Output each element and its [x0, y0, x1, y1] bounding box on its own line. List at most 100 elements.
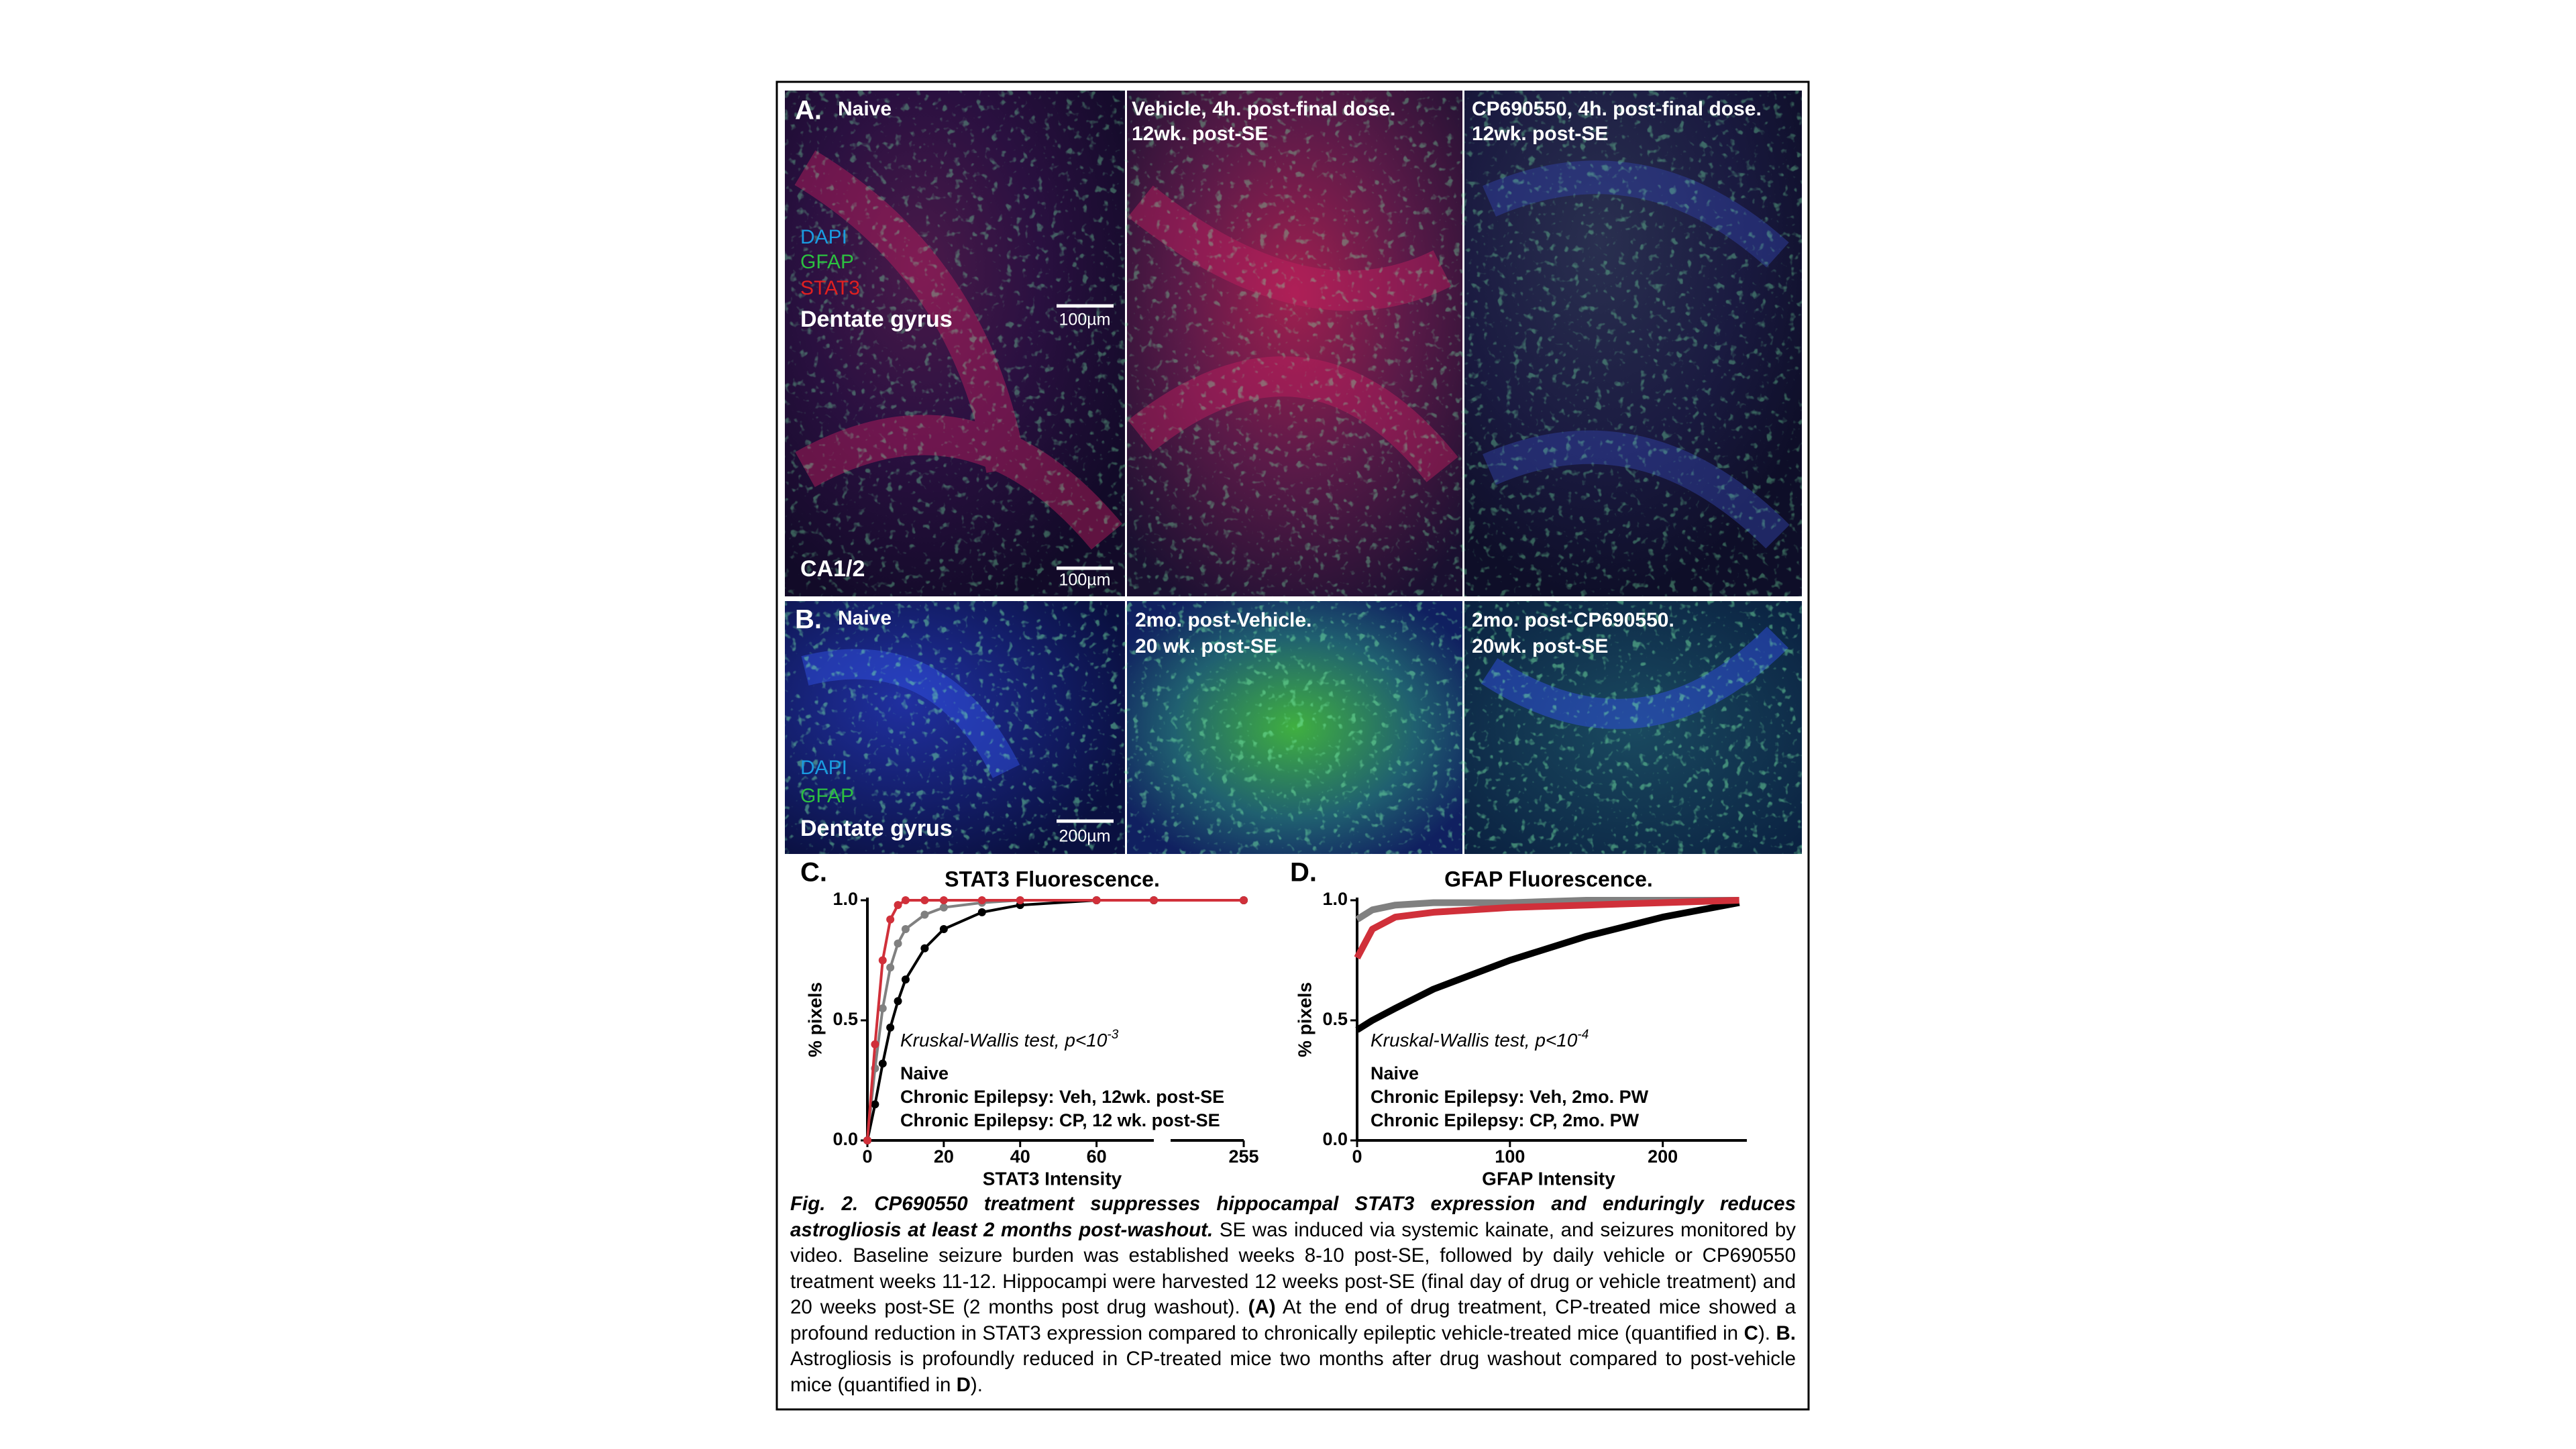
data-point [878, 956, 887, 965]
scale-bar-label: 100µm [1059, 311, 1111, 329]
region-label: Dentate gyrus [800, 816, 953, 841]
y-tick-label: 1.0 [1322, 889, 1348, 909]
data-point [894, 901, 902, 910]
caption: Fig. 2. CP690550 treatment suppresses hi… [790, 1191, 1796, 1398]
data-point [920, 910, 929, 919]
caption-text: B. [1776, 1322, 1796, 1344]
caption-text: ). [970, 1373, 983, 1396]
legend-entry: Chronic Epilepsy: Veh, 12wk. post-SE [900, 1087, 1224, 1107]
data-point [878, 1004, 887, 1013]
column-title: Vehicle, 4h. post-final dose. [1132, 98, 1395, 120]
chart: D. GFAP Fluorescence. GFAP Intensity % pixe… [1290, 858, 1747, 1189]
legend-entry: Chronic Epilepsy: CP, 2mo. PW [1371, 1110, 1640, 1130]
y-tick-label: 0.0 [1322, 1129, 1348, 1149]
series-line [1355, 899, 1740, 1033]
data-point [901, 975, 910, 984]
caption-title: Fig. 2. CP690550 treatment suppresses hi… [790, 1193, 1796, 1241]
y-axis-label: % pixels [804, 982, 825, 1057]
x-axis-label: STAT3 Intensity [983, 1168, 1122, 1189]
stain-label: GFAP [800, 251, 854, 273]
panel-label: A. [795, 96, 822, 125]
data-point [1016, 896, 1024, 904]
data-point [939, 896, 948, 904]
chart-title: GFAP Fluorescence. [1444, 867, 1653, 891]
panel-a-labels: A. Naive Vehicle, 4h. post-final dose. 1… [795, 96, 1762, 590]
annotation: Kruskal-Wallis test, p<10-4 [1371, 1028, 1589, 1051]
x-tick-label: 100 [1495, 1146, 1525, 1167]
x-tick-label: 40 [1010, 1146, 1030, 1167]
x-tick-label: 0 [1352, 1146, 1362, 1167]
caption-text: Astrogliosis is profoundly reduced in CP… [790, 1348, 1796, 1396]
column-title: 12wk. post-SE [1132, 123, 1268, 145]
data-point [878, 1059, 887, 1068]
data-point [901, 924, 910, 933]
annotation-text: Kruskal-Wallis test, p<10 [1371, 1030, 1578, 1051]
data-point [886, 915, 895, 924]
data-point [901, 896, 910, 904]
data-point [1240, 896, 1248, 904]
data-point [894, 997, 902, 1006]
scale-bar-label: 200µm [1059, 827, 1111, 846]
column-title: CP690550, 4h. post-final dose. [1472, 98, 1762, 120]
x-tick-label: 255 [1228, 1146, 1258, 1167]
panel-label: D. [1290, 858, 1317, 888]
x-axis-label: GFAP Intensity [1482, 1168, 1615, 1189]
scale-bar-label: 100µm [1059, 571, 1111, 590]
annotation-text: Kruskal-Wallis test, p<10 [900, 1030, 1108, 1051]
legend-entry: Naive [900, 1063, 949, 1083]
column-title: 20 wk. post-SE [1135, 635, 1277, 657]
column-title: 2mo. post-CP690550. [1472, 609, 1674, 631]
region-label: CA1/2 [800, 556, 865, 582]
caption-text: SE was induced via systemic kainate, and… [790, 1218, 1796, 1319]
x-tick-label: 0 [862, 1146, 872, 1167]
data-point [871, 1100, 879, 1109]
column-title: 20wk. post-SE [1472, 635, 1608, 657]
column-title: 12wk. post-SE [1472, 123, 1608, 145]
caption-text: C [1743, 1322, 1758, 1344]
y-tick-label: 0.0 [833, 1129, 858, 1149]
caption-text: ). [1758, 1322, 1776, 1344]
data-point [894, 939, 902, 948]
texture [785, 91, 1802, 596]
x-tick-label: 60 [1087, 1146, 1107, 1167]
data-point [1150, 896, 1158, 904]
stain-label: STAT3 [800, 277, 860, 299]
data-point [863, 1136, 871, 1144]
y-tick-label: 1.0 [833, 889, 858, 909]
x-tick-label: 200 [1648, 1146, 1678, 1167]
x-tick-label: 20 [934, 1146, 954, 1167]
data-point [886, 963, 895, 972]
legend-entry: Chronic Epilepsy: Veh, 2mo. PW [1371, 1087, 1649, 1107]
annotation: Kruskal-Wallis test, p<10-3 [900, 1028, 1119, 1051]
panel-label: B. [795, 605, 822, 635]
data-point [939, 924, 948, 933]
chart-title: STAT3 Fluorescence. [945, 867, 1160, 891]
data-point [977, 896, 986, 904]
panel-b-images [785, 601, 1802, 854]
legend-entry: Naive [1371, 1063, 1419, 1083]
data-point [886, 1023, 895, 1032]
column-title: Naive [838, 607, 892, 629]
texture [785, 601, 1802, 854]
data-point [977, 908, 986, 916]
data-point [939, 903, 948, 912]
y-tick-label: 0.5 [1322, 1009, 1348, 1029]
data-point [920, 944, 929, 953]
series-line [1354, 897, 1739, 960]
data-point [1092, 896, 1101, 904]
region-label: Dentate gyrus [800, 307, 953, 332]
column-title: 2mo. post-Vehicle. [1135, 609, 1311, 631]
caption-text: D [956, 1373, 971, 1396]
annotation-superscript: -4 [1577, 1028, 1589, 1042]
stain-label: DAPI [800, 226, 847, 248]
column-title: Naive [838, 98, 892, 120]
stain-label: DAPI [800, 757, 847, 779]
caption-text: At the end of drug treatment, CP-treated… [790, 1296, 1796, 1344]
chart: C. STAT3 Fluorescence. STAT3 Intensity % pi… [800, 858, 1259, 1189]
y-tick-label: 0.5 [833, 1009, 858, 1029]
panel-label: C. [800, 858, 827, 888]
y-axis-label: % pixels [1294, 982, 1315, 1057]
panel-a-images [785, 91, 1802, 596]
figure-border [775, 80, 1810, 1411]
